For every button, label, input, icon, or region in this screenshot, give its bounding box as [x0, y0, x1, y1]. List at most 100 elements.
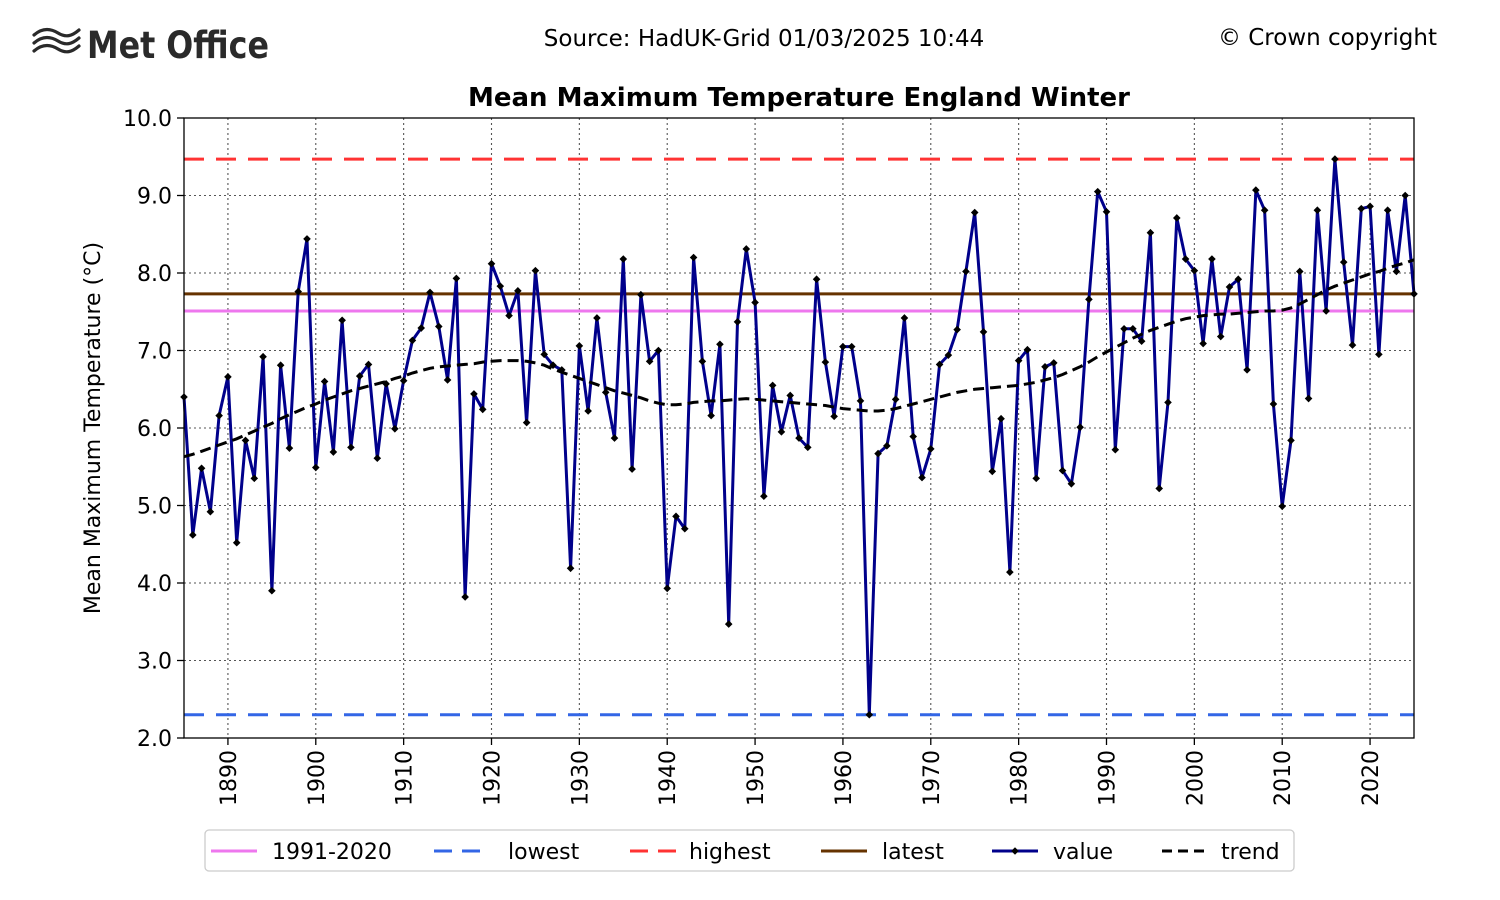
value-point — [1006, 568, 1014, 576]
y-tick-label: 7.0 — [137, 340, 172, 365]
x-tick-label: 1950 — [744, 750, 769, 806]
value-point — [803, 443, 812, 452]
value-point — [584, 407, 592, 415]
legend-label-highest: highest — [689, 840, 771, 865]
value-point — [1155, 484, 1164, 493]
value-point — [1199, 339, 1207, 348]
met-office-wave-icon — [32, 27, 81, 54]
value-point — [417, 324, 426, 332]
value-point — [883, 442, 891, 450]
value-point — [505, 311, 513, 320]
value-point — [347, 443, 355, 452]
value-point — [1164, 398, 1172, 407]
value-point — [926, 445, 935, 453]
value-point — [1023, 345, 1032, 354]
value-point — [1102, 207, 1111, 216]
value-point — [944, 351, 953, 359]
value-point — [1243, 366, 1251, 374]
value-point — [1014, 356, 1023, 365]
x-tick-label: 1980 — [1008, 750, 1033, 806]
value-point — [1348, 341, 1357, 349]
value-point — [1375, 350, 1383, 359]
value-point — [206, 507, 215, 516]
value-point — [1076, 423, 1084, 432]
value-point — [364, 360, 373, 369]
value-point — [355, 372, 364, 380]
value-point — [250, 474, 259, 483]
value-point — [487, 259, 496, 268]
value-point — [1366, 202, 1374, 211]
legend-label-1991-2020: 1991-2020 — [272, 840, 392, 865]
x-tick-label: 2000 — [1183, 750, 1208, 806]
value-point — [1032, 474, 1041, 483]
value-point — [320, 377, 329, 386]
value-point — [1331, 155, 1339, 163]
value-point — [399, 376, 408, 385]
value-point — [531, 266, 540, 275]
value-point — [382, 380, 390, 388]
value-point — [672, 512, 680, 521]
value-point — [522, 418, 531, 427]
x-tick-label: 1940 — [656, 750, 681, 806]
value-point — [865, 710, 874, 719]
y-axis-ticks: 2.0 3.0 4.0 5.0 6.0 7.0 8.0 9.0 10.0 — [123, 107, 184, 752]
x-tick-label: 1990 — [1096, 750, 1121, 806]
value-point — [461, 593, 469, 601]
value-point — [1252, 186, 1260, 194]
value-point — [909, 432, 918, 441]
value-point — [1216, 332, 1225, 341]
x-tick-label: 1900 — [305, 750, 330, 806]
value-point — [268, 586, 276, 595]
value-point — [1304, 394, 1313, 403]
value-point — [997, 414, 1005, 423]
value-point — [821, 358, 830, 366]
value-point — [566, 564, 575, 573]
value-point — [1225, 283, 1234, 291]
value-point — [496, 282, 505, 290]
value-point — [935, 360, 944, 369]
value-point — [760, 492, 768, 500]
value-point — [724, 620, 733, 628]
value-point — [329, 448, 338, 456]
legend-items: 1991-2020 lowest highest latest value trend — [211, 840, 1280, 865]
value-point — [962, 267, 970, 276]
value-point — [1067, 480, 1076, 488]
y-tick-label: 8.0 — [137, 262, 172, 287]
legend-label-lowest: lowest — [508, 840, 580, 865]
value-point — [593, 314, 601, 322]
legend-label-value: value — [1053, 840, 1113, 865]
y-axis-label: Mean Maximum Temperature (°C) — [81, 242, 106, 614]
value-point — [979, 328, 988, 336]
value-point — [276, 361, 285, 370]
value-point — [1093, 187, 1102, 196]
value-point — [224, 373, 232, 381]
value-point — [1208, 255, 1216, 263]
value-point — [795, 434, 803, 442]
value-point — [716, 340, 724, 349]
value-point — [188, 531, 197, 539]
value-point — [645, 357, 654, 366]
value-point — [1339, 258, 1348, 266]
gridlines — [184, 117, 1414, 739]
value-point — [1322, 307, 1330, 315]
value-point — [540, 350, 549, 359]
value-point — [470, 390, 478, 398]
value-point — [408, 336, 417, 345]
value-point — [1181, 255, 1190, 263]
x-tick-label: 1910 — [393, 750, 418, 806]
value-point — [628, 465, 636, 473]
y-tick-label: 2.0 — [137, 727, 172, 752]
value-point — [391, 424, 399, 433]
value-point — [514, 287, 522, 295]
value-point — [751, 298, 759, 307]
value-point — [1137, 337, 1146, 345]
value-point — [1058, 466, 1067, 475]
value-point — [443, 376, 452, 384]
value-point — [619, 255, 628, 263]
value-point — [812, 275, 821, 283]
value-point — [847, 342, 856, 351]
trend-series-line — [183, 258, 1415, 459]
legend-label-trend: trend — [1221, 840, 1280, 865]
value-point — [241, 436, 250, 445]
